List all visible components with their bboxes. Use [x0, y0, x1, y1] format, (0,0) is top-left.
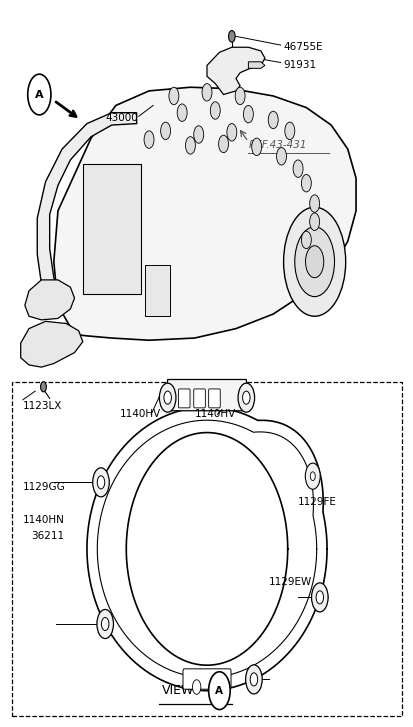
Circle shape	[40, 382, 46, 392]
Text: 1129EW: 1129EW	[268, 577, 311, 587]
Polygon shape	[54, 87, 355, 340]
Text: A: A	[35, 89, 43, 100]
Text: 1129GG: 1129GG	[23, 482, 65, 492]
Circle shape	[294, 227, 334, 297]
FancyBboxPatch shape	[183, 669, 230, 689]
Circle shape	[159, 383, 176, 412]
Circle shape	[192, 680, 200, 694]
Circle shape	[304, 463, 319, 489]
Circle shape	[301, 174, 311, 192]
FancyBboxPatch shape	[178, 389, 190, 408]
Circle shape	[237, 383, 254, 412]
Polygon shape	[206, 47, 264, 95]
Circle shape	[245, 664, 261, 694]
FancyBboxPatch shape	[12, 382, 401, 716]
Circle shape	[177, 104, 187, 121]
Circle shape	[208, 672, 230, 710]
FancyBboxPatch shape	[193, 389, 205, 408]
Text: 1140HV: 1140HV	[194, 409, 235, 419]
Circle shape	[309, 213, 319, 230]
Circle shape	[235, 87, 244, 105]
Circle shape	[97, 609, 113, 638]
Circle shape	[284, 122, 294, 140]
Circle shape	[268, 111, 278, 129]
Circle shape	[101, 617, 109, 630]
Text: 1129FE: 1129FE	[297, 497, 336, 507]
Circle shape	[164, 391, 171, 404]
Circle shape	[193, 126, 203, 143]
Circle shape	[228, 31, 235, 42]
Text: A: A	[215, 686, 223, 696]
Circle shape	[251, 138, 261, 156]
Text: 46755E: 46755E	[283, 42, 323, 52]
Circle shape	[160, 122, 170, 140]
Text: 1123LX: 1123LX	[23, 401, 62, 411]
FancyBboxPatch shape	[83, 164, 140, 294]
Polygon shape	[21, 321, 83, 367]
Text: 1140HV: 1140HV	[120, 409, 161, 419]
Circle shape	[218, 135, 228, 153]
Circle shape	[169, 87, 178, 105]
Text: 1140HN: 1140HN	[23, 515, 64, 525]
Circle shape	[309, 195, 319, 212]
Circle shape	[97, 475, 104, 489]
Circle shape	[213, 680, 221, 694]
Circle shape	[316, 591, 323, 604]
Polygon shape	[248, 62, 264, 68]
Circle shape	[185, 137, 195, 154]
Circle shape	[144, 131, 154, 148]
Text: 43000: 43000	[105, 113, 138, 123]
Circle shape	[276, 148, 286, 165]
Circle shape	[93, 467, 109, 497]
Circle shape	[311, 583, 328, 612]
Circle shape	[242, 391, 249, 404]
Circle shape	[28, 74, 51, 115]
Circle shape	[210, 102, 220, 119]
Polygon shape	[37, 113, 136, 305]
Polygon shape	[25, 280, 74, 320]
Circle shape	[202, 84, 211, 101]
Circle shape	[305, 246, 323, 278]
FancyBboxPatch shape	[208, 389, 220, 408]
Polygon shape	[165, 379, 248, 411]
Text: 36211: 36211	[31, 531, 64, 541]
Circle shape	[301, 231, 311, 249]
Circle shape	[309, 472, 314, 481]
Circle shape	[292, 160, 302, 177]
Text: VIEW: VIEW	[161, 684, 193, 697]
Text: 91931: 91931	[283, 60, 316, 71]
Text: REF.43-431: REF.43-431	[248, 140, 306, 150]
FancyBboxPatch shape	[145, 265, 169, 316]
Circle shape	[249, 672, 257, 686]
Circle shape	[243, 105, 253, 123]
Circle shape	[283, 207, 345, 316]
Circle shape	[226, 124, 236, 141]
